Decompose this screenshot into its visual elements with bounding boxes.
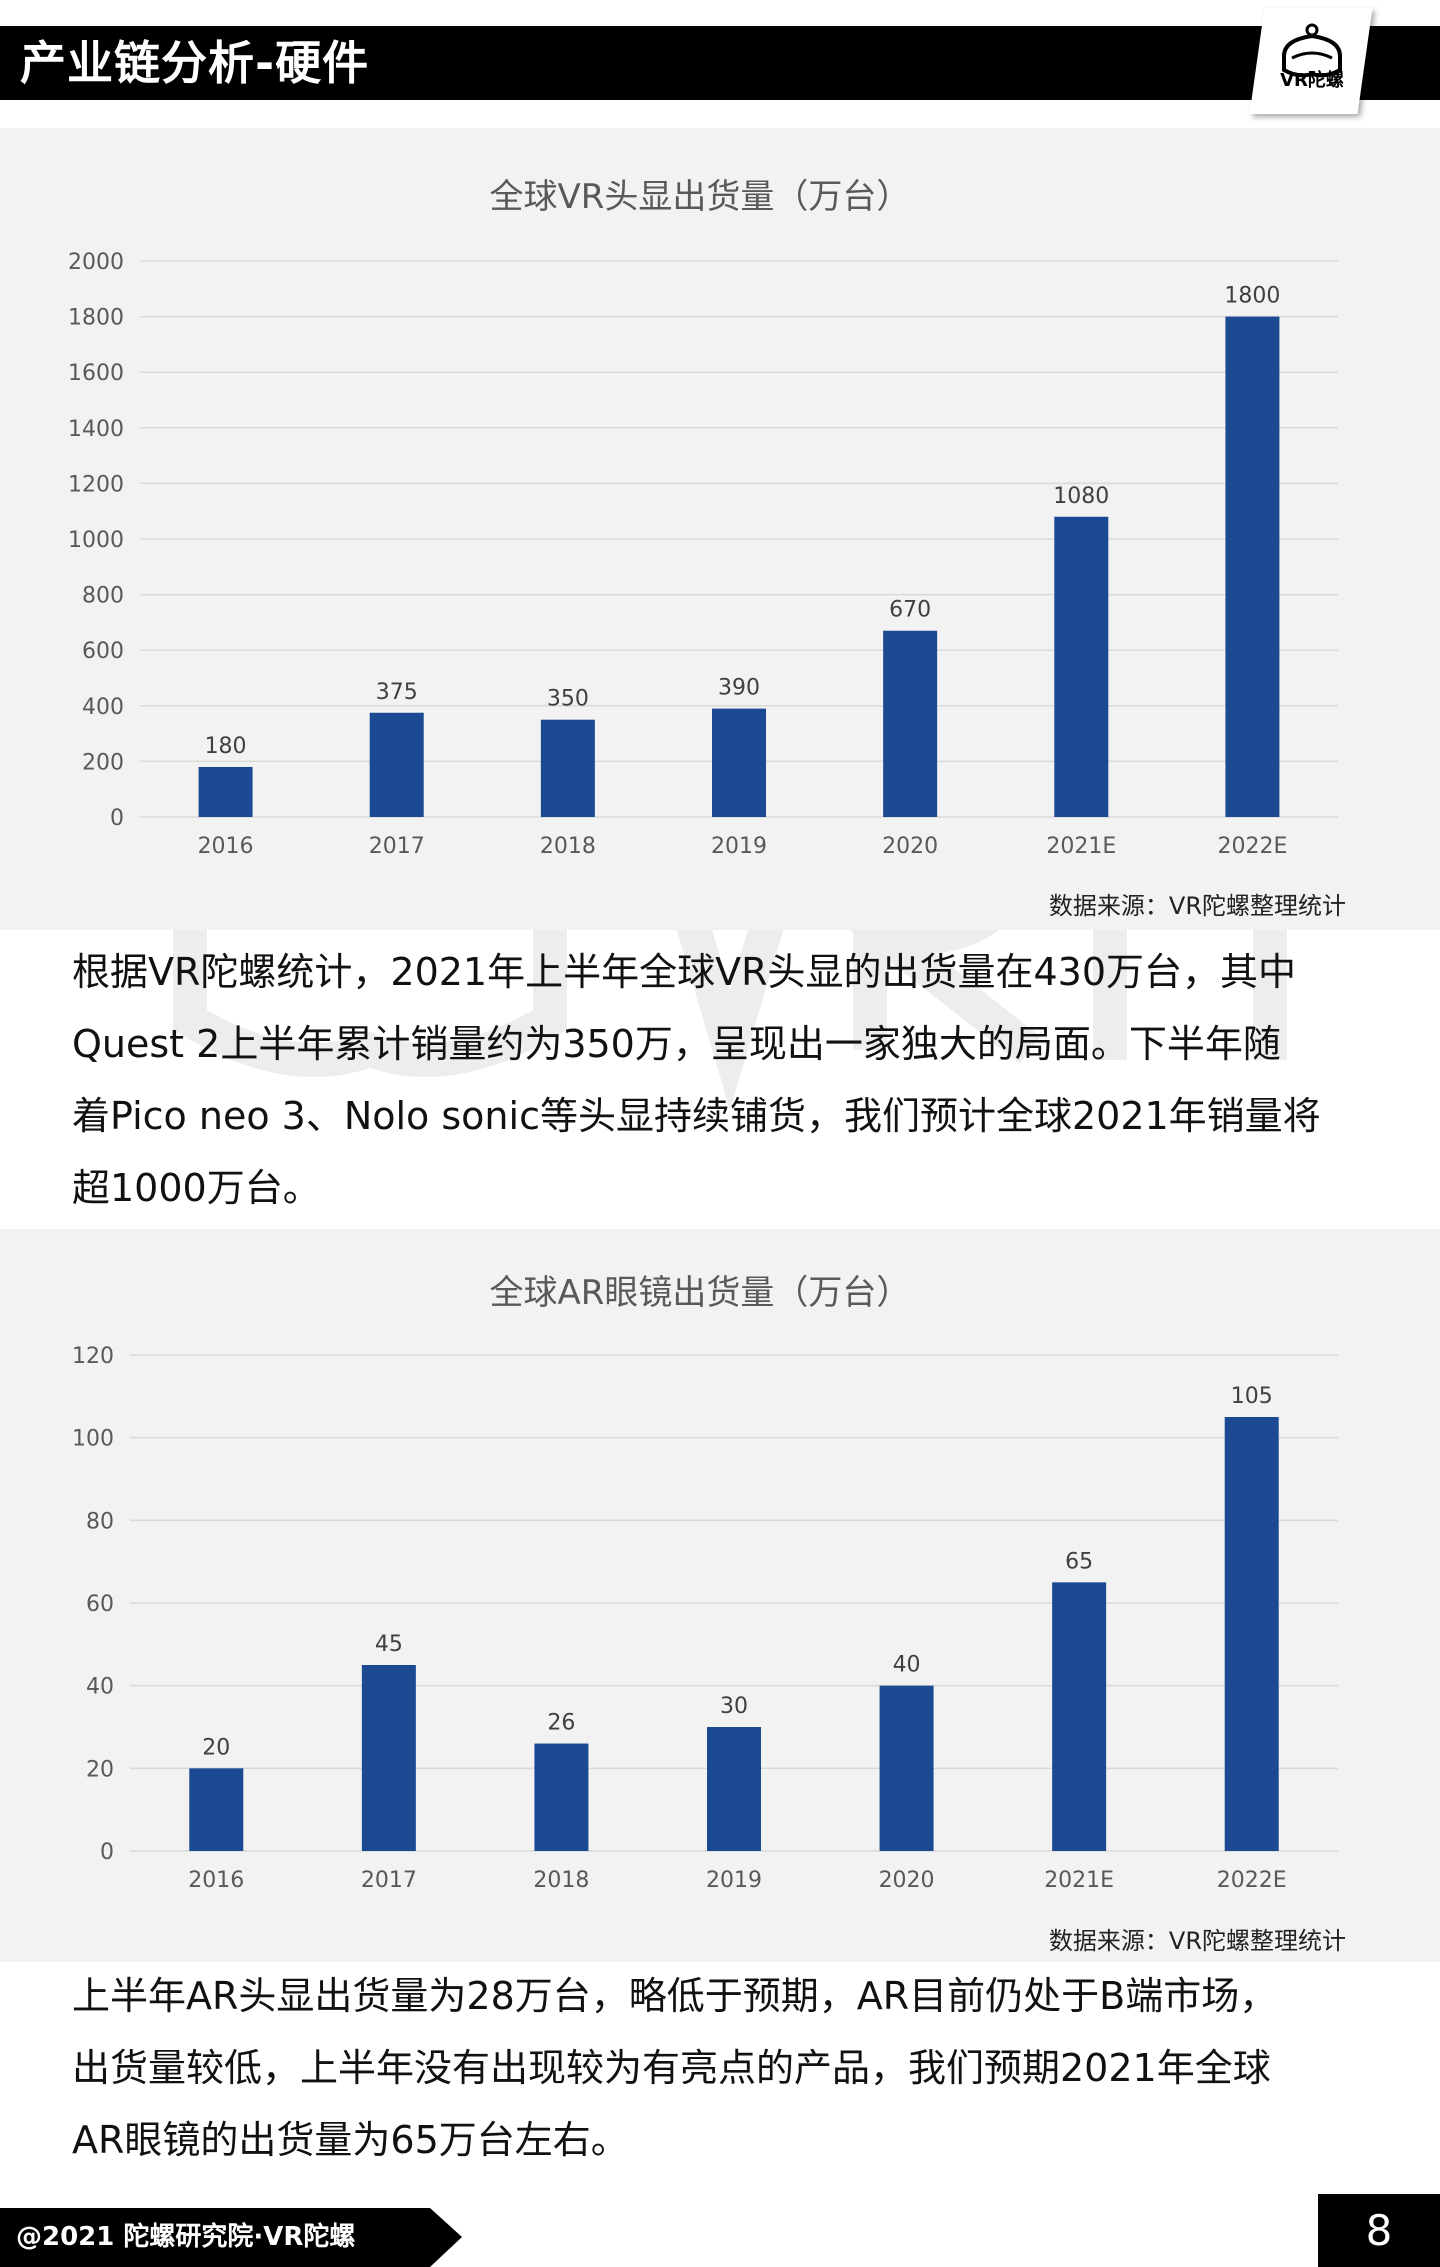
x-tick-label: 2022E	[1217, 834, 1287, 859]
paragraph-line: Quest 2上半年累计销量约为350万，呈现出一家独大的局面。下半年随	[72, 1022, 1281, 1066]
y-tick-label: 1200	[68, 472, 124, 497]
bar	[361, 1665, 416, 1851]
y-tick-label: 100	[72, 1427, 114, 1452]
x-tick-label: 2019	[706, 1868, 762, 1893]
y-tick-label: 0	[110, 806, 124, 831]
y-tick-label: 60	[86, 1592, 114, 1617]
x-tick-label: 2021E	[1044, 1868, 1114, 1893]
data-label: 350	[547, 687, 589, 712]
bar	[534, 1743, 589, 1851]
y-tick-label: 2000	[68, 250, 124, 275]
y-tick-label: 800	[82, 584, 124, 609]
x-tick-label: 2016	[188, 1868, 244, 1893]
data-label: 30	[720, 1694, 748, 1719]
y-tick-label: 400	[82, 695, 124, 720]
bar	[712, 708, 766, 817]
data-label: 670	[889, 598, 931, 623]
y-tick-label: 20	[86, 1757, 114, 1782]
y-tick-label: 80	[86, 1509, 114, 1534]
footer-copyright: @2021 陀螺研究院·VR陀螺	[16, 2222, 356, 2252]
chart-panel-ar: 全球AR眼镜出货量（万台） 0 20 40 60 80 100 120 20 2016 45 2017…	[0, 1229, 1440, 1962]
bar	[1052, 1582, 1107, 1851]
bar	[1224, 1417, 1279, 1851]
paragraph-line: 根据VR陀螺统计，2021年上半年全球VR头显的出货量在430万台，其中	[72, 950, 1297, 994]
header-bar: 产业链分析-硬件	[0, 26, 1440, 100]
chart-title: 全球VR头显出货量（万台）	[490, 177, 911, 217]
bar	[198, 766, 253, 817]
x-tick-label: 2022E	[1217, 1868, 1287, 1893]
data-label: 26	[547, 1711, 575, 1736]
bar	[369, 712, 424, 817]
y-tick-label: 1000	[68, 528, 124, 553]
bar	[707, 1727, 761, 1851]
data-label: 390	[718, 676, 760, 701]
x-tick-label: 2017	[369, 834, 425, 859]
analysis-paragraph-ar: 上半年AR头显出货量为28万台，略低于预期，AR目前仍处于B端市场， 出货量较低…	[72, 1960, 1372, 2176]
x-tick-label: 2016	[198, 834, 254, 859]
y-tick-label: 200	[82, 750, 124, 775]
y-tick-label: 120	[72, 1344, 114, 1369]
data-source-note: 数据来源：VR陀螺整理统计	[1048, 892, 1346, 920]
paragraph-line: 出货量较低，上半年没有出现较为有亮点的产品，我们预期2021年全球	[72, 2046, 1271, 2090]
x-tick-label: 2020	[879, 1868, 935, 1893]
paragraph-line: 着Pico neo 3、Nolo sonic等头显持续铺货，我们预计全球2021…	[72, 1094, 1321, 1138]
data-label: 20	[202, 1735, 230, 1760]
data-label: 1080	[1053, 484, 1109, 509]
x-tick-label: 2020	[882, 834, 938, 859]
footer-banner	[0, 2208, 462, 2267]
data-label: 180	[205, 734, 247, 759]
x-tick-label: 2019	[711, 834, 767, 859]
bar	[189, 1768, 244, 1851]
y-tick-label: 0	[100, 1840, 114, 1865]
chart-title: 全球AR眼镜出货量（万台）	[490, 1273, 911, 1313]
bar	[883, 630, 938, 817]
data-label: 105	[1231, 1384, 1273, 1409]
data-label: 45	[375, 1632, 403, 1657]
logo-text: VR陀螺	[1280, 70, 1344, 91]
vr-shipments-chart: 全球VR头显出货量（万台） 0 200 400 600 800 1000 1200 1400 16…	[68, 177, 1338, 859]
x-tick-label: 2018	[533, 1868, 589, 1893]
bar	[1054, 516, 1109, 817]
y-tick-label: 1800	[68, 306, 124, 331]
x-tick-label: 2017	[361, 1868, 417, 1893]
y-tick-label: 1400	[68, 417, 124, 442]
data-label: 375	[376, 680, 418, 705]
y-tick-label: 40	[86, 1675, 114, 1700]
data-label: 40	[893, 1653, 921, 1678]
paragraph-line: AR眼镜的出货量为65万台左右。	[72, 2118, 629, 2162]
vr-headset-logo-icon	[1282, 23, 1342, 78]
bar	[879, 1685, 934, 1851]
ar-shipments-chart: 全球AR眼镜出货量（万台） 0 20 40 60 80 100 120 20 2016 45 2017…	[72, 1273, 1338, 1893]
y-tick-label: 1600	[68, 361, 124, 386]
data-source-note: 数据来源：VR陀螺整理统计	[1048, 1927, 1346, 1955]
page-number: 8	[1318, 2194, 1440, 2267]
paragraph-line: 超1000万台。	[72, 1166, 321, 1210]
y-tick-label: 600	[82, 639, 124, 664]
x-tick-label: 2018	[540, 834, 596, 859]
bar	[540, 719, 595, 817]
analysis-paragraph-vr: 根据VR陀螺统计，2021年上半年全球VR头显的出货量在430万台，其中 Que…	[72, 936, 1372, 1224]
data-label: 65	[1065, 1549, 1093, 1574]
paragraph-line: 上半年AR头显出货量为28万台，略低于预期，AR目前仍处于B端市场，	[72, 1974, 1278, 2018]
x-tick-label: 2021E	[1046, 834, 1116, 859]
data-label: 1800	[1224, 284, 1280, 309]
page-title: 产业链分析-硬件	[20, 36, 370, 90]
bar	[1225, 316, 1280, 817]
chart-panel-vr: 全球VR头显出货量（万台） 0 200 400 600 800 1000 1200 1400 16…	[0, 128, 1440, 930]
